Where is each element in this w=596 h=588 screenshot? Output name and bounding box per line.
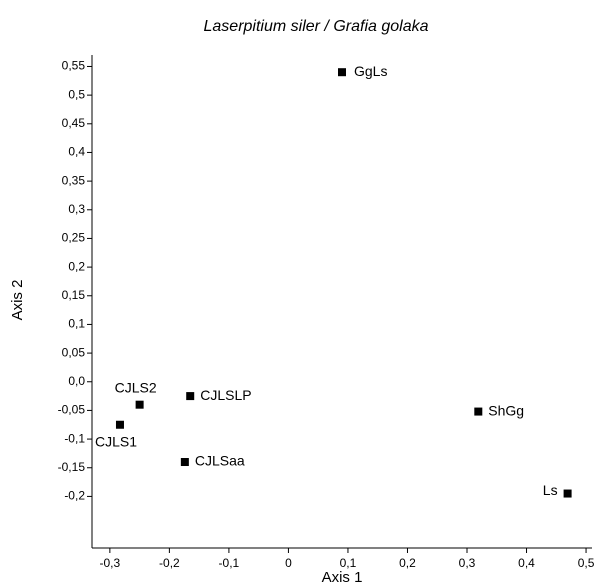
y-tick-label: 0,25 <box>62 231 86 245</box>
point-label: CJLSLP <box>200 387 251 403</box>
point <box>180 458 189 467</box>
y-tick-label: 0,4 <box>68 145 85 159</box>
x-tick-label: -0,2 <box>159 556 180 570</box>
y-tick-label: 0,2 <box>68 259 85 273</box>
point-label: Ls <box>543 482 558 498</box>
y-axis-title: Axis 2 <box>9 280 26 321</box>
x-tick-label: -0,1 <box>219 556 240 570</box>
point <box>563 489 572 498</box>
y-tick-label: -0,05 <box>58 403 86 417</box>
x-tick-label: 0 <box>285 556 292 570</box>
point-label: GgLs <box>354 63 387 79</box>
y-tick-label: 0,15 <box>62 288 86 302</box>
point <box>186 392 195 401</box>
y-tick-label: -0,15 <box>58 460 86 474</box>
point <box>135 400 144 409</box>
chart-title: Laserpitium siler / Grafia golaka <box>204 18 429 35</box>
x-tick-label: 0,5 <box>578 556 595 570</box>
point <box>115 420 124 429</box>
x-tick-label: 0,3 <box>459 556 476 570</box>
y-tick-label: -0,1 <box>64 431 85 445</box>
y-tick-label: 0,45 <box>62 116 86 130</box>
point-label: CJLS1 <box>95 433 137 449</box>
x-tick-label: 0,1 <box>340 556 357 570</box>
x-tick-label: 0,2 <box>399 556 416 570</box>
point-label: ShGg <box>488 402 524 418</box>
y-tick-label: 0,3 <box>68 202 85 216</box>
y-tick-label: 0,5 <box>68 87 85 101</box>
point <box>338 68 346 77</box>
x-tick-label: -0,3 <box>100 556 121 570</box>
y-tick-label: 0,35 <box>62 173 86 187</box>
point-label: CJLS2 <box>115 379 157 395</box>
point <box>474 407 483 416</box>
y-tick-label: 0,55 <box>62 59 86 73</box>
x-axis-title: Axis 1 <box>322 569 363 586</box>
y-tick-label: 0,1 <box>68 317 85 331</box>
point-label: CJLSaa <box>195 453 245 469</box>
y-tick-label: 0,0 <box>68 374 85 388</box>
y-tick-label: 0,05 <box>62 345 86 359</box>
y-tick-label: -0,2 <box>64 489 85 503</box>
x-tick-label: 0,4 <box>518 556 535 570</box>
